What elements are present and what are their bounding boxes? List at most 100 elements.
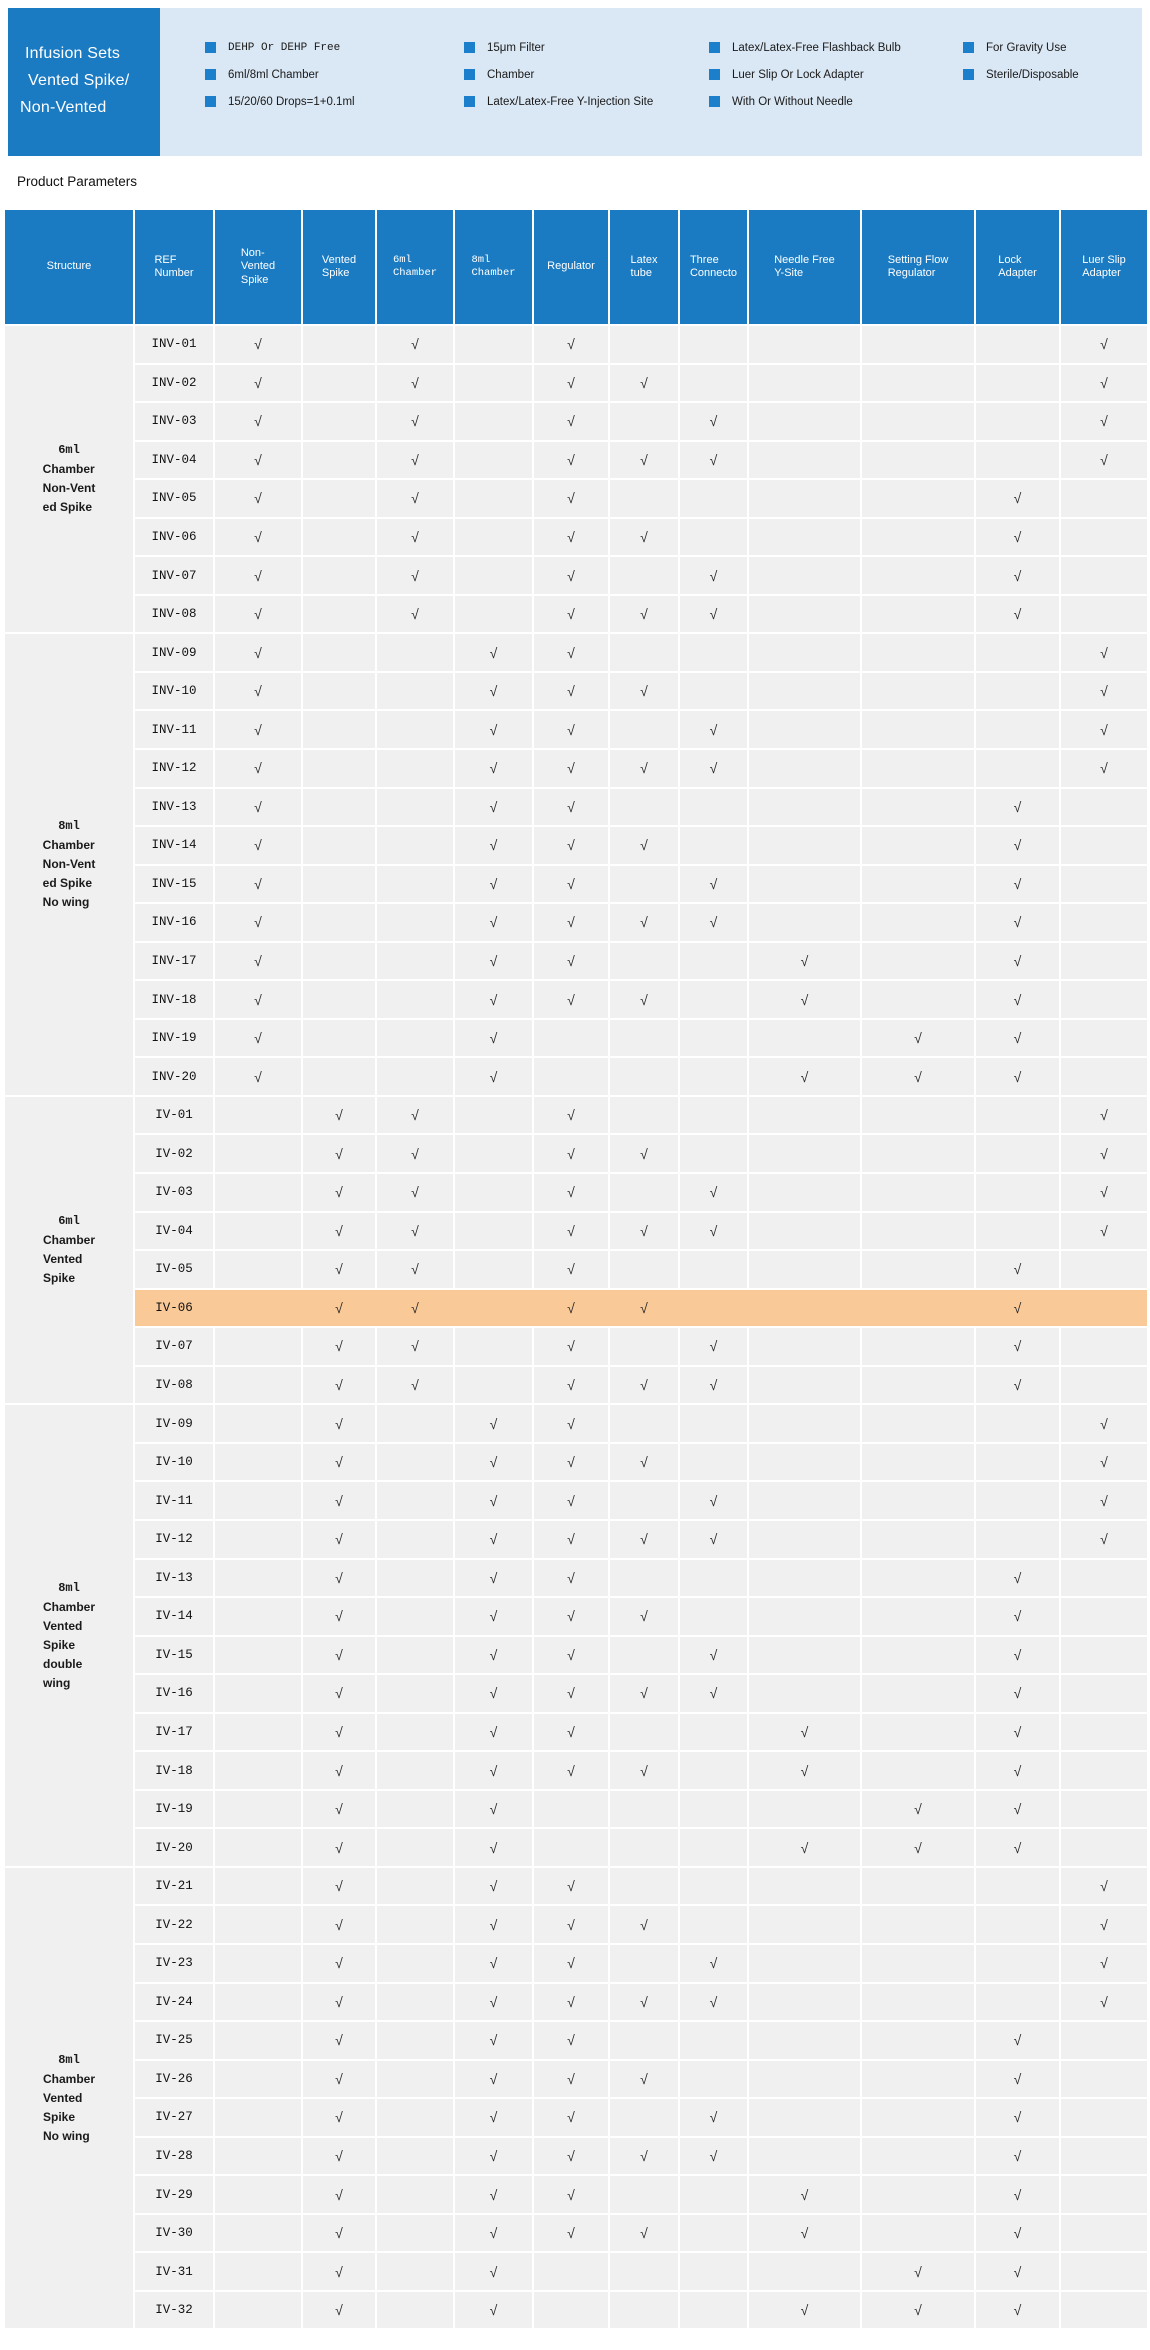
check-mark: √ bbox=[489, 2186, 498, 2203]
check-mark: √ bbox=[640, 1762, 648, 1779]
table-row: IV-16 √ √ √ √ √ √ bbox=[135, 1675, 1147, 1712]
check-cell: √ bbox=[680, 557, 747, 594]
group-rows: IV-01 √ √ √ √ IV-02 √ √ √ √ √ IV-03 √ √ √ √ √ IV-04 √ √ √ √ √ √… bbox=[135, 1096, 1147, 1404]
check-cell bbox=[303, 750, 375, 787]
check-cell bbox=[455, 595, 532, 633]
check-mark: √ bbox=[489, 1492, 498, 1509]
check-cell: √ bbox=[534, 1520, 608, 1558]
feature-item: Chamber bbox=[464, 65, 709, 84]
check-mark: √ bbox=[335, 2263, 343, 2280]
check-cell: √ bbox=[976, 1752, 1059, 1789]
check-cell: √ bbox=[455, 1058, 532, 1095]
check-cell: √ bbox=[976, 1328, 1059, 1365]
check-cell bbox=[680, 2291, 747, 2329]
check-cell bbox=[862, 1174, 974, 1211]
check-cell: √ bbox=[1061, 711, 1147, 749]
check-cell bbox=[534, 1829, 608, 1866]
check-cell: √ bbox=[303, 2099, 375, 2136]
table-row: IV-17 √ √ √ √ √ bbox=[135, 1713, 1147, 1751]
ref-cell: INV-11 bbox=[135, 711, 213, 749]
check-cell: √ bbox=[976, 1790, 1059, 1828]
check-mark: √ bbox=[254, 683, 262, 700]
structure-label: 8ml Chamber Vented Spike No wing bbox=[43, 2051, 95, 2146]
column-header: Non- Vented Spike bbox=[215, 210, 301, 324]
check-cell: √ bbox=[976, 2291, 1059, 2329]
check-mark: √ bbox=[567, 1261, 575, 1278]
check-cell: √ bbox=[610, 1675, 678, 1712]
ref-cell: IV-22 bbox=[135, 1906, 213, 1943]
check-cell: √ bbox=[749, 1058, 860, 1095]
check-cell bbox=[303, 1058, 375, 1095]
feature-item: Sterile/Disposable bbox=[963, 65, 1079, 84]
check-cell bbox=[749, 1366, 860, 1404]
check-cell bbox=[862, 2060, 974, 2098]
check-cell: √ bbox=[534, 2214, 608, 2252]
check-cell bbox=[862, 1212, 974, 1250]
check-cell: √ bbox=[534, 2176, 608, 2213]
check-cell bbox=[1061, 1019, 1147, 1057]
check-cell: √ bbox=[976, 1559, 1059, 1597]
check-cell: √ bbox=[455, 2137, 532, 2175]
check-cell bbox=[377, 827, 453, 864]
ref-cell: INV-04 bbox=[135, 441, 213, 479]
banner-title-line: Non-Vented bbox=[20, 99, 107, 116]
check-mark: √ bbox=[1100, 1145, 1108, 1162]
check-cell bbox=[862, 518, 974, 556]
check-cell bbox=[215, 1135, 301, 1173]
check-cell: √ bbox=[534, 557, 608, 594]
check-cell bbox=[377, 1790, 453, 1828]
check-cell: √ bbox=[303, 2022, 375, 2059]
check-mark: √ bbox=[800, 1839, 809, 1856]
check-mark: √ bbox=[709, 1338, 718, 1355]
check-cell bbox=[749, 1135, 860, 1173]
structure-cell: 8ml Chamber Non-Vent ed Spike No wing bbox=[5, 634, 133, 1095]
structure-label-line: No wing bbox=[42, 2128, 90, 2143]
check-cell: √ bbox=[215, 634, 301, 671]
column-header-label: 6ml Chamber bbox=[392, 253, 438, 280]
check-mark: √ bbox=[640, 606, 648, 623]
check-cell bbox=[680, 364, 747, 402]
check-mark: √ bbox=[411, 1261, 419, 1278]
table-row: IV-11 √ √ √ √ √ bbox=[135, 1482, 1147, 1519]
check-cell: √ bbox=[749, 942, 860, 980]
check-cell: √ bbox=[680, 1482, 747, 1519]
check-cell: √ bbox=[976, 2214, 1059, 2252]
check-cell: √ bbox=[303, 1906, 375, 1943]
check-cell: √ bbox=[455, 981, 532, 1018]
check-cell: √ bbox=[976, 1829, 1059, 1866]
check-cell bbox=[749, 364, 860, 402]
check-cell: √ bbox=[534, 2060, 608, 2098]
table-row: IV-26 √ √ √ √ √ bbox=[135, 2060, 1147, 2098]
structure-label-line: 8ml bbox=[58, 1580, 80, 1595]
check-mark: √ bbox=[640, 1916, 648, 1933]
check-cell: √ bbox=[680, 2137, 747, 2175]
check-mark: √ bbox=[709, 606, 718, 623]
check-mark: √ bbox=[489, 1415, 498, 1432]
check-cell bbox=[1061, 1251, 1147, 1288]
check-mark: √ bbox=[489, 760, 498, 777]
table-body: 6ml Chamber Non-Vent ed Spike INV-01 √ √ √ √ INV-… bbox=[5, 326, 1147, 2329]
check-mark: √ bbox=[411, 374, 419, 391]
ref-cell: IV-27 bbox=[135, 2099, 213, 2136]
check-cell bbox=[749, 2022, 860, 2059]
structure-label-line: 8ml bbox=[58, 2052, 80, 2067]
check-mark: √ bbox=[489, 1646, 498, 1663]
feature-item: Latex/Latex-Free Y-Injection Site bbox=[464, 92, 709, 111]
check-mark: √ bbox=[335, 1916, 343, 1933]
check-cell: √ bbox=[610, 672, 678, 710]
check-cell: √ bbox=[610, 2214, 678, 2252]
check-mark: √ bbox=[1013, 914, 1022, 931]
check-mark: √ bbox=[709, 1685, 718, 1702]
check-cell bbox=[303, 904, 375, 941]
check-mark: √ bbox=[335, 1801, 343, 1818]
check-cell bbox=[534, 1058, 608, 1095]
check-mark: √ bbox=[709, 914, 718, 931]
column-header-label: Three Connecto bbox=[689, 253, 738, 280]
check-cell bbox=[862, 2176, 974, 2213]
check-cell bbox=[680, 1790, 747, 1828]
table-row: IV-15 √ √ √ √ √ bbox=[135, 1636, 1147, 1674]
check-cell: √ bbox=[377, 1290, 453, 1327]
check-cell bbox=[303, 441, 375, 479]
structure-label: 8ml Chamber Vented Spike double wing bbox=[43, 1579, 95, 1693]
check-mark: √ bbox=[1100, 760, 1108, 777]
